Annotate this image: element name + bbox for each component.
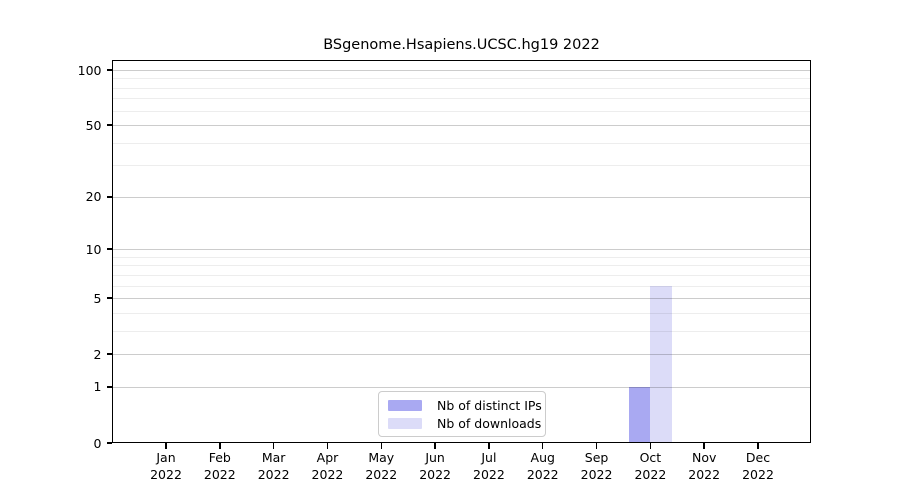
x-tick-label: May 2022 (365, 450, 398, 482)
major-gridline (112, 70, 811, 71)
x-tick-mark (165, 443, 167, 449)
y-tick-mark (106, 297, 112, 299)
legend: Nb of distinct IPs Nb of downloads (378, 391, 546, 437)
x-tick-label: Jun 2022 (419, 450, 451, 482)
y-tick-label: 2 (93, 346, 102, 362)
x-tick-label: Mar 2022 (257, 450, 290, 482)
x-tick-mark (541, 443, 544, 449)
x-tick-label: Apr 2022 (311, 450, 344, 482)
y-tick-mark (106, 248, 112, 250)
major-gridline (112, 298, 811, 300)
y-tick-mark (106, 69, 112, 71)
downloads-bar (650, 285, 672, 443)
x-tick-mark (272, 443, 275, 449)
minor-gridline (112, 98, 811, 100)
legend-label-distinct-ips: Nb of distinct IPs (437, 397, 542, 413)
x-tick-label: Sep 2022 (580, 450, 613, 482)
x-tick-label: Feb 2022 (203, 450, 236, 482)
major-gridline (112, 196, 811, 198)
legend-item-distinct-ips: Nb of distinct IPs (388, 398, 542, 413)
minor-gridline (112, 142, 811, 144)
distinct-ips-bar (628, 386, 651, 443)
y-tick-label: 100 (77, 62, 102, 78)
x-tick-label: Jul 2022 (473, 450, 505, 482)
minor-gridline (112, 110, 811, 112)
y-tick-mark (106, 124, 112, 126)
minor-gridline (112, 285, 811, 287)
minor-gridline (112, 87, 811, 89)
y-tick-mark (106, 196, 112, 198)
x-tick-label: Aug 2022 (526, 450, 559, 482)
plot-area (112, 60, 811, 443)
x-tick-mark (380, 443, 383, 449)
x-tick-label: Nov 2022 (688, 450, 721, 482)
minor-gridline (112, 265, 811, 267)
x-tick-mark (595, 443, 598, 449)
major-gridline (112, 386, 811, 388)
y-tick-label: 10 (85, 241, 102, 257)
x-tick-mark (703, 443, 705, 449)
minor-gridline (112, 165, 811, 167)
x-tick-mark (434, 443, 436, 449)
chart-title: BSgenome.Hsapiens.UCSC.hg19 2022 (323, 37, 600, 53)
x-tick-label: Jan 2022 (150, 450, 182, 482)
distinct-ips-swatch (388, 399, 422, 411)
major-gridline (112, 125, 811, 127)
minor-gridline (112, 78, 811, 80)
legend-item-downloads: Nb of downloads (388, 416, 541, 431)
legend-label-downloads: Nb of downloads (437, 415, 542, 431)
x-tick-mark (219, 443, 221, 449)
minor-gridline (112, 312, 811, 314)
y-tick-label: 1 (93, 379, 102, 395)
minor-gridline (112, 330, 811, 332)
y-tick-mark (106, 386, 112, 388)
x-tick-mark (326, 443, 329, 449)
y-tick-label: 50 (85, 117, 102, 133)
major-gridline (112, 249, 811, 251)
downloads-swatch (388, 417, 422, 429)
x-tick-mark (488, 443, 490, 449)
y-tick-label: 0 (93, 435, 102, 451)
major-gridline (112, 354, 811, 356)
minor-gridline (112, 256, 811, 258)
x-tick-label: Dec 2022 (742, 450, 774, 482)
bars-layer (112, 60, 811, 443)
x-tick-mark (649, 443, 652, 449)
y-tick-mark (106, 353, 112, 355)
gridlines-layer (112, 60, 811, 443)
x-tick-mark (757, 443, 759, 449)
x-tick-label: Oct 2022 (634, 450, 667, 482)
y-tick-label: 5 (93, 290, 102, 306)
y-tick-label: 20 (85, 189, 102, 205)
y-tick-mark (106, 442, 112, 444)
minor-gridline (112, 274, 811, 276)
